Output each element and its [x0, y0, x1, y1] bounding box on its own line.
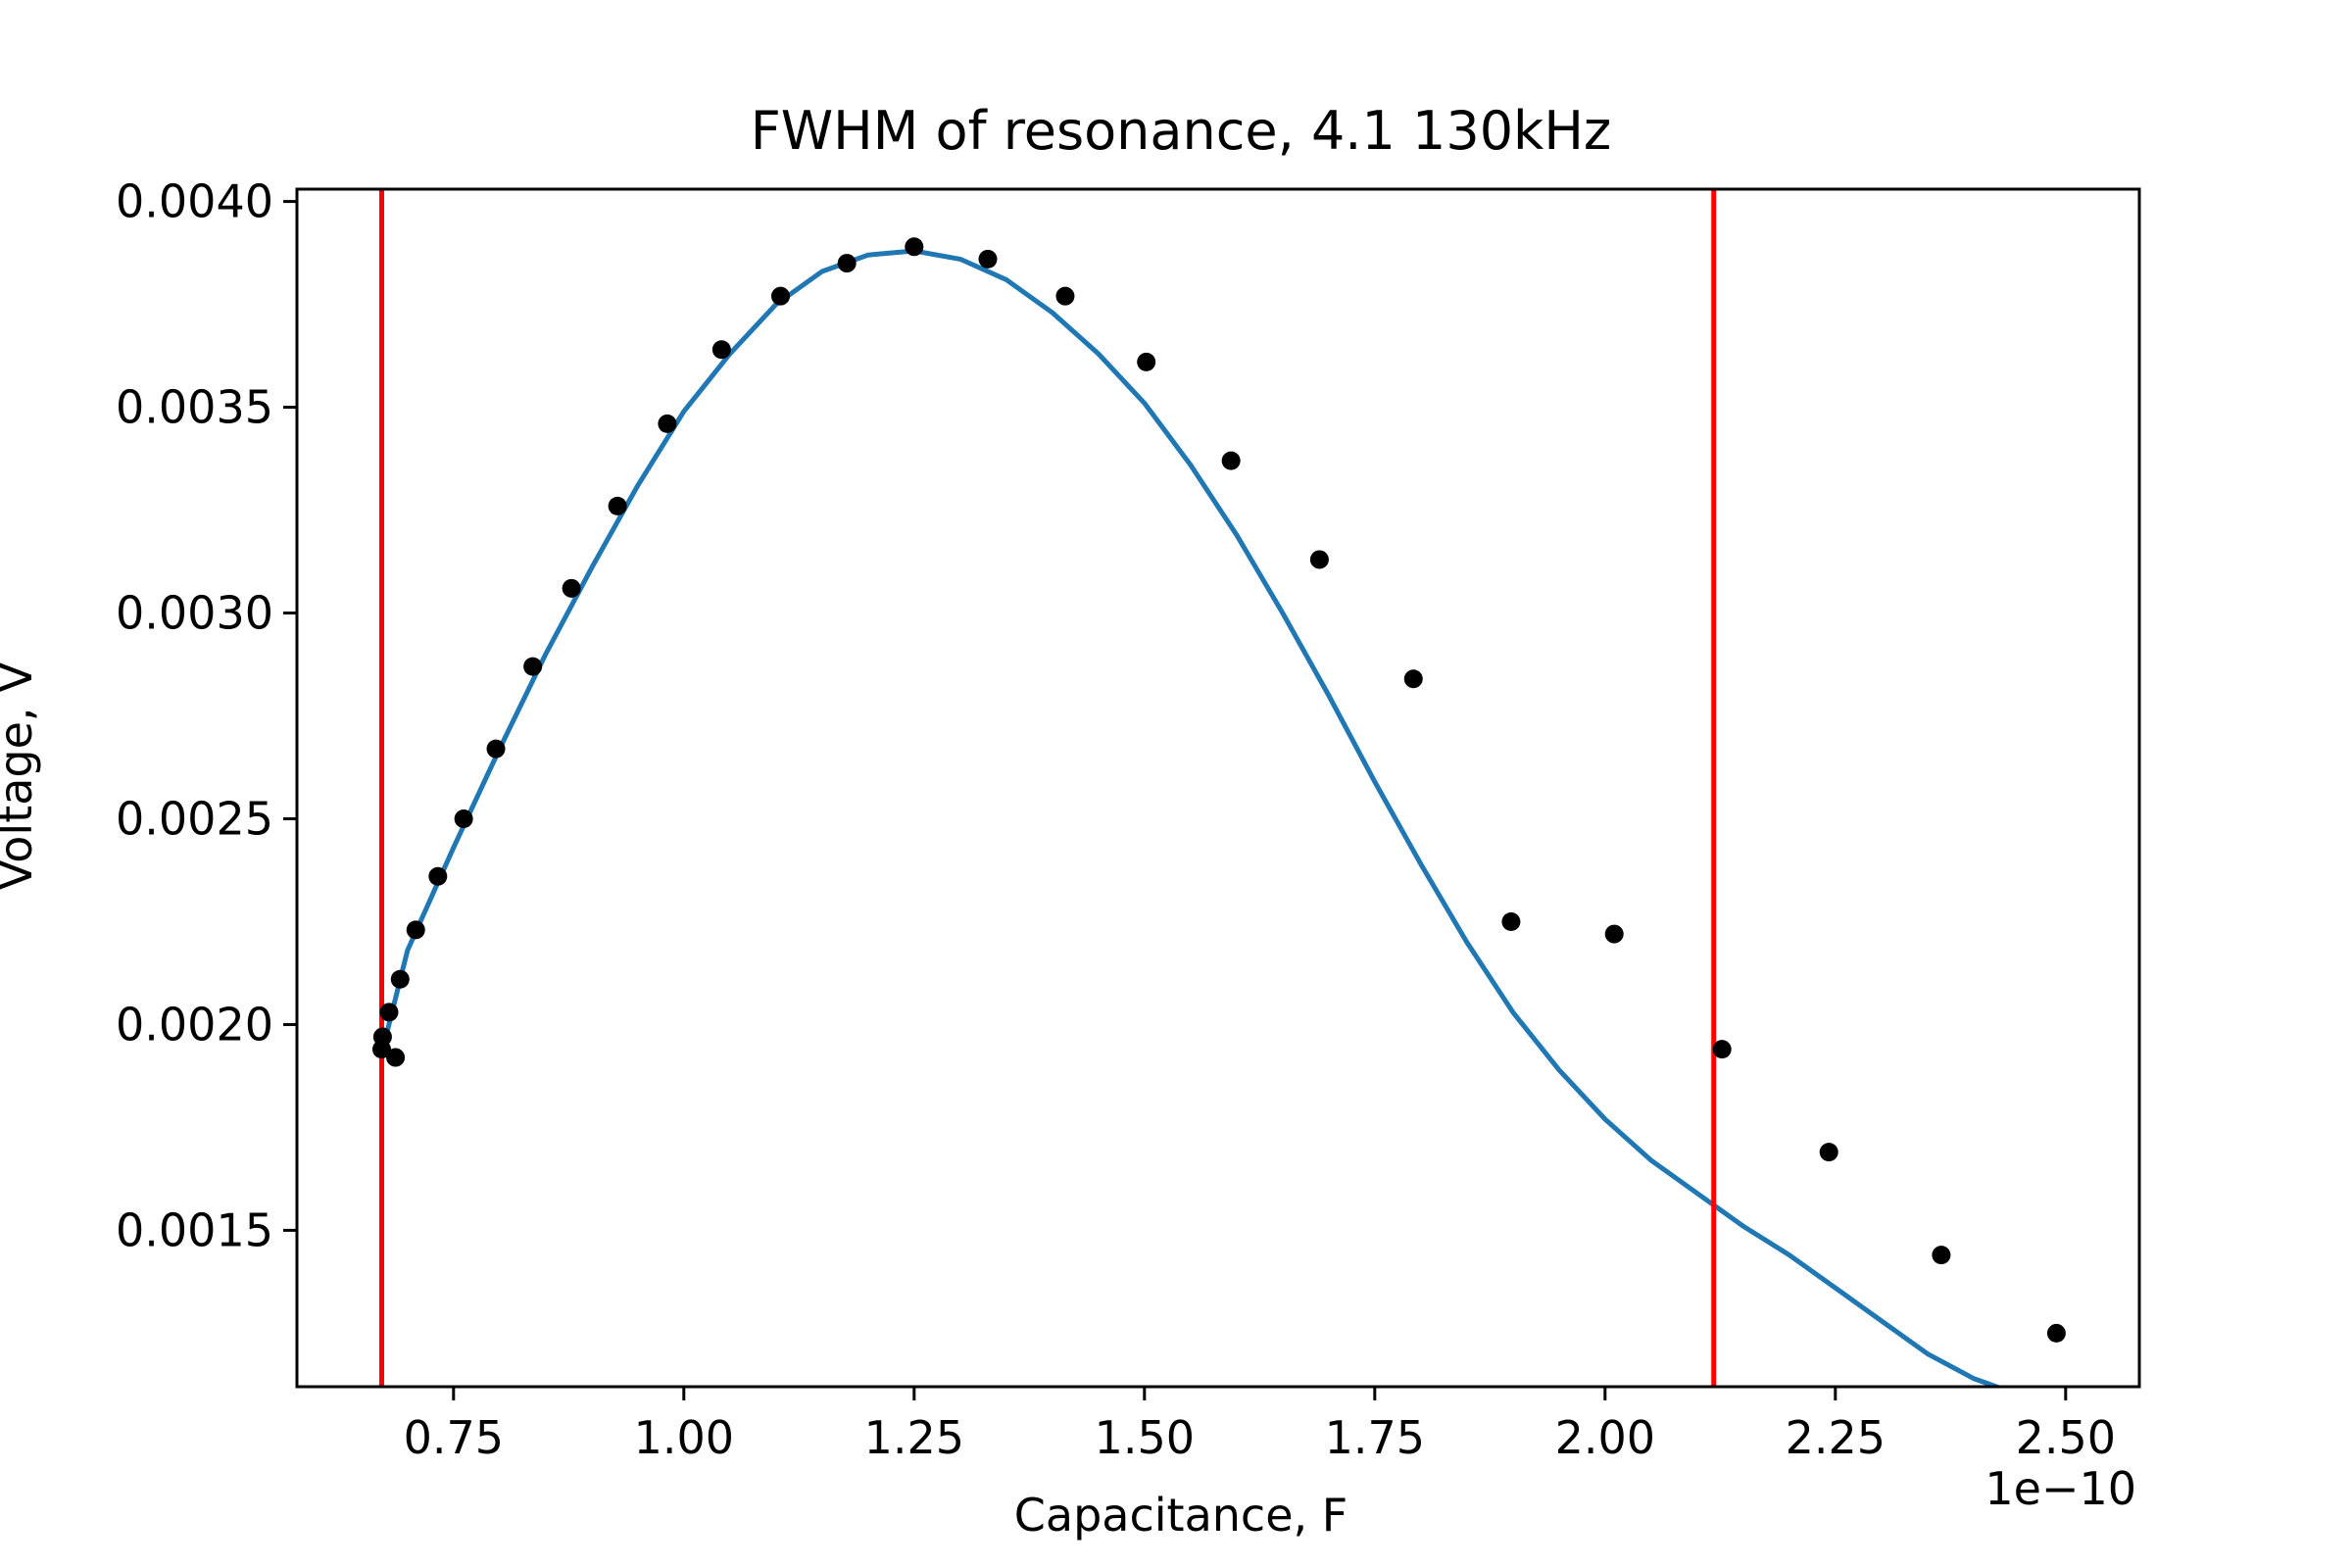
- data-point: [372, 1027, 392, 1047]
- data-point: [1604, 924, 1624, 944]
- x-offset-label: 1e−10: [1984, 1462, 2136, 1515]
- data-point: [905, 237, 924, 257]
- x-tick-label: 2.50: [2016, 1411, 2116, 1464]
- x-tick-label: 1.75: [1325, 1411, 1425, 1464]
- x-tick-label: 2.25: [1786, 1411, 1886, 1464]
- data-point: [608, 496, 627, 515]
- x-tick-label: 0.75: [404, 1411, 504, 1464]
- data-point: [1403, 669, 1423, 689]
- y-tick-label: 0.0025: [116, 792, 273, 845]
- data-point: [1932, 1246, 1951, 1265]
- data-point: [486, 739, 506, 759]
- data-point: [837, 254, 857, 273]
- data-point: [978, 249, 998, 269]
- data-point: [711, 340, 731, 360]
- x-tick-label: 1.50: [1095, 1411, 1195, 1464]
- data-point: [1055, 286, 1075, 306]
- data-point: [1137, 352, 1156, 371]
- x-axis-label: Capacitance, F: [1014, 1489, 1348, 1542]
- data-point: [1712, 1040, 1732, 1059]
- data-point: [379, 1003, 399, 1022]
- x-tick-label: 1.25: [864, 1411, 964, 1464]
- y-tick-label: 0.0040: [116, 175, 273, 228]
- data-point: [428, 866, 448, 886]
- data-point: [2046, 1323, 2066, 1343]
- data-point: [523, 657, 543, 676]
- y-tick-label: 0.0035: [116, 381, 273, 434]
- y-tick-label: 0.0015: [116, 1203, 273, 1256]
- x-tick-label: 1.00: [634, 1411, 734, 1464]
- x-tick-label: 2.00: [1555, 1411, 1655, 1464]
- data-point: [1819, 1143, 1838, 1162]
- y-tick-label: 0.0020: [116, 998, 273, 1051]
- data-point: [454, 808, 473, 828]
- data-point: [1309, 550, 1329, 569]
- data-point: [390, 969, 410, 989]
- y-axis-label: Voltage, V: [0, 662, 42, 891]
- data-point: [386, 1048, 406, 1067]
- data-point: [771, 286, 790, 306]
- data-point: [1221, 451, 1241, 470]
- y-tick-label: 0.0030: [116, 587, 273, 640]
- chart-title: FWHM of resonance, 4.1 130kHz: [751, 100, 1612, 162]
- data-point: [658, 414, 677, 433]
- fit-curve: [379, 248, 2004, 1387]
- axes-frame: [295, 187, 2141, 1389]
- data-point: [1501, 911, 1521, 931]
- axes: 0.75 1.00 1.25 1.50 1.75 2.00 2.25 2.50 0.0015 0.…: [116, 175, 2141, 1464]
- data-point: [406, 920, 425, 940]
- plot-area: [371, 189, 2066, 1387]
- data-point: [562, 578, 581, 598]
